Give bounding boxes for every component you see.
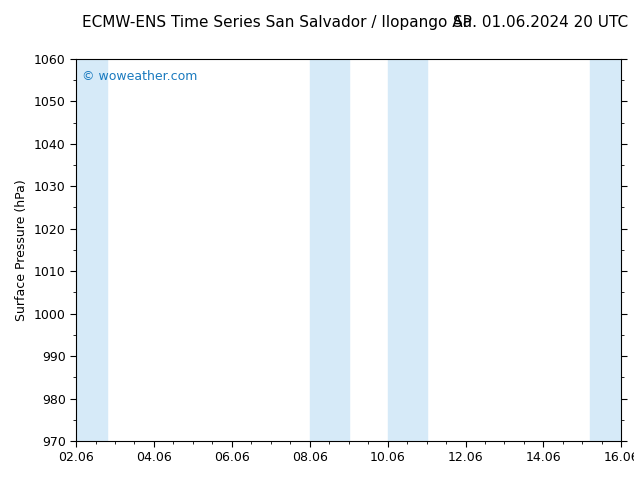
Bar — [76, 59, 107, 441]
Bar — [590, 59, 621, 441]
Text: Sa. 01.06.2024 20 UTC: Sa. 01.06.2024 20 UTC — [453, 15, 628, 30]
Text: © woweather.com: © woweather.com — [82, 70, 197, 83]
Text: ECMW-ENS Time Series San Salvador / Ilopango AP: ECMW-ENS Time Series San Salvador / Ilop… — [82, 15, 472, 30]
Bar — [387, 59, 427, 441]
Bar — [310, 59, 349, 441]
Y-axis label: Surface Pressure (hPa): Surface Pressure (hPa) — [15, 179, 29, 321]
